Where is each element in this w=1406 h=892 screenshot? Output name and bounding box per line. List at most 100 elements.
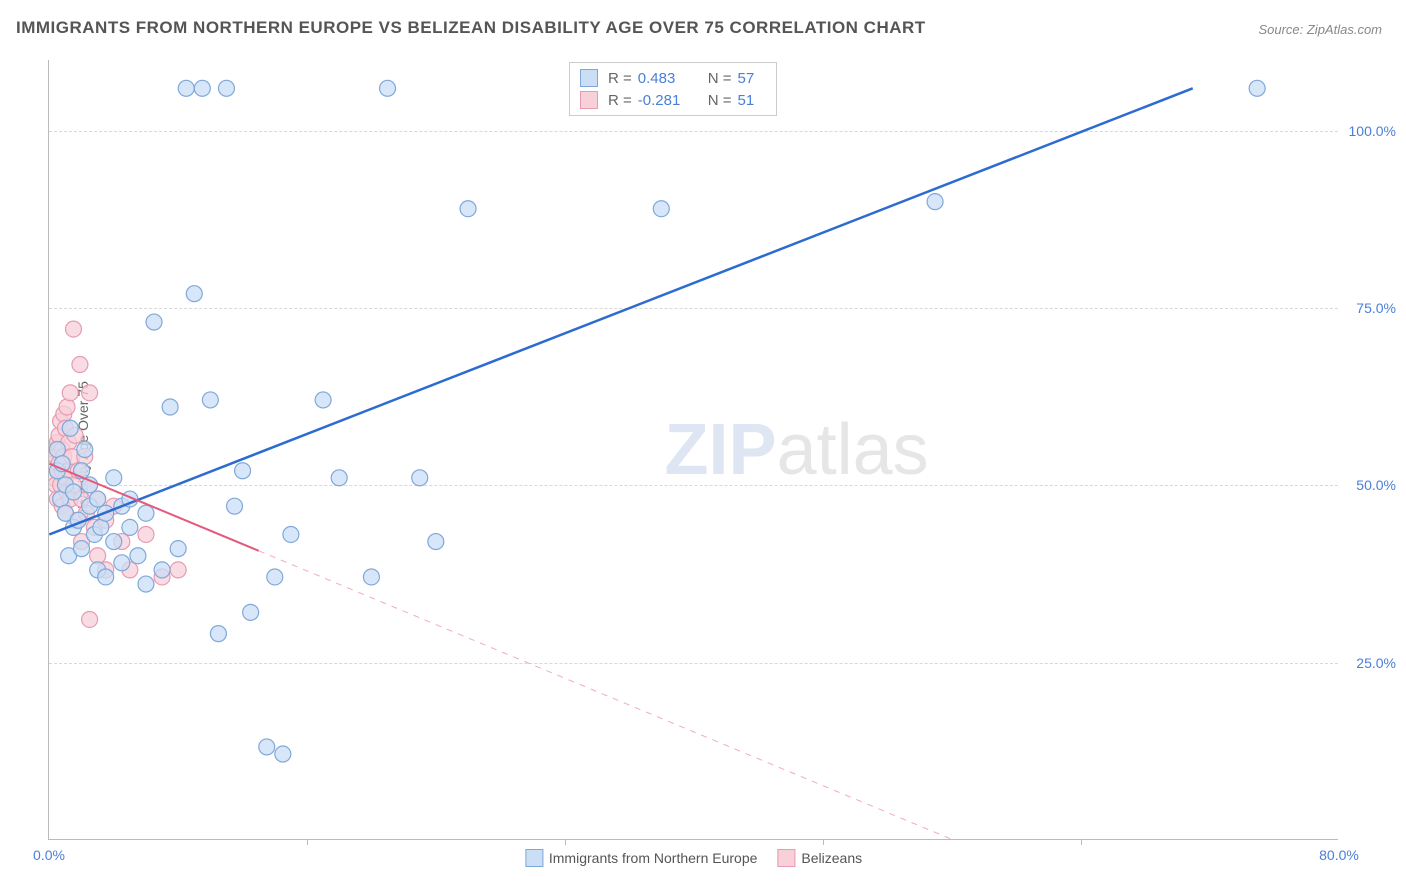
- data-point: [82, 385, 98, 401]
- ytick-label: 50.0%: [1356, 477, 1396, 493]
- regression-line-dashed: [259, 551, 951, 839]
- r-value-blue: 0.483: [638, 70, 694, 87]
- legend-label-blue: Immigrants from Northern Europe: [549, 850, 758, 866]
- data-point: [178, 80, 194, 96]
- legend-item-blue: Immigrants from Northern Europe: [525, 849, 758, 867]
- data-point: [62, 491, 78, 507]
- data-point: [138, 576, 154, 592]
- r-value-pink: -0.281: [638, 92, 694, 109]
- data-point: [51, 456, 67, 472]
- data-point: [90, 491, 106, 507]
- data-point: [428, 534, 444, 550]
- xtick: [823, 839, 824, 845]
- n-label: N =: [708, 92, 732, 109]
- data-point: [51, 427, 67, 443]
- data-point: [154, 569, 170, 585]
- data-point: [106, 470, 122, 486]
- data-point: [218, 80, 234, 96]
- data-point: [243, 604, 259, 620]
- data-point: [331, 470, 347, 486]
- data-point: [74, 463, 90, 479]
- data-point: [363, 569, 379, 585]
- r-label: R =: [608, 92, 632, 109]
- data-point: [72, 357, 88, 373]
- n-value-blue: 57: [738, 70, 766, 87]
- data-point: [54, 463, 70, 479]
- ytick-label: 100.0%: [1349, 123, 1396, 139]
- data-point: [49, 463, 65, 479]
- data-point: [93, 519, 109, 535]
- data-point: [49, 463, 65, 479]
- data-point: [57, 505, 73, 521]
- xtick: [307, 839, 308, 845]
- data-point: [74, 491, 90, 507]
- data-point: [138, 526, 154, 542]
- data-point: [78, 505, 94, 521]
- data-point: [122, 562, 138, 578]
- data-point: [98, 569, 114, 585]
- data-point: [227, 498, 243, 514]
- source-attribution: Source: ZipAtlas.com: [1258, 22, 1382, 37]
- data-point: [53, 413, 69, 429]
- data-point: [49, 434, 65, 450]
- data-point: [194, 80, 210, 96]
- data-point: [57, 470, 73, 486]
- gridline: [49, 131, 1338, 132]
- ytick-label: 25.0%: [1356, 655, 1396, 671]
- legend-row-blue: R = 0.483 N = 57: [580, 67, 766, 89]
- data-point: [62, 420, 78, 436]
- data-point: [210, 626, 226, 642]
- data-point: [122, 491, 138, 507]
- legend-row-pink: R = -0.281 N = 51: [580, 89, 766, 111]
- data-point: [49, 442, 62, 458]
- xtick: [565, 839, 566, 845]
- data-point: [98, 562, 114, 578]
- data-point: [49, 470, 62, 486]
- data-point: [57, 420, 73, 436]
- data-point: [130, 548, 146, 564]
- data-point: [315, 392, 331, 408]
- data-point: [49, 449, 64, 465]
- chart-container: Disability Age Over 75 ZIPatlas R = 0.48…: [48, 60, 1388, 840]
- n-value-pink: 51: [738, 92, 766, 109]
- swatch-pink: [777, 849, 795, 867]
- xtick-label: 80.0%: [1319, 847, 1359, 863]
- data-point: [56, 449, 72, 465]
- data-point: [380, 80, 396, 96]
- regression-line: [49, 464, 258, 551]
- legend-item-pink: Belizeans: [777, 849, 862, 867]
- gridline: [49, 485, 1338, 486]
- data-point: [122, 519, 138, 535]
- data-point: [82, 611, 98, 627]
- data-point: [53, 491, 69, 507]
- data-point: [67, 427, 83, 443]
- data-point: [170, 562, 186, 578]
- data-point: [62, 385, 78, 401]
- data-point: [138, 505, 154, 521]
- data-point: [61, 463, 77, 479]
- data-point: [98, 505, 114, 521]
- data-point: [162, 399, 178, 415]
- data-point: [77, 442, 93, 458]
- data-point: [86, 526, 102, 542]
- data-point: [54, 456, 70, 472]
- data-point: [259, 739, 275, 755]
- plot-svg: [49, 60, 1338, 839]
- data-point: [74, 534, 90, 550]
- data-point: [70, 512, 86, 528]
- data-point: [235, 463, 251, 479]
- series-legend: Immigrants from Northern Europe Belizean…: [525, 849, 862, 867]
- watermark-zip: ZIP: [665, 410, 777, 490]
- legend-label-pink: Belizeans: [801, 850, 862, 866]
- data-point: [114, 498, 130, 514]
- data-point: [653, 201, 669, 217]
- regression-line: [49, 88, 1192, 534]
- data-point: [154, 562, 170, 578]
- data-point: [86, 519, 102, 535]
- ytick-label: 75.0%: [1356, 300, 1396, 316]
- data-point: [90, 562, 106, 578]
- watermark-atlas: atlas: [777, 410, 929, 490]
- data-point: [70, 463, 86, 479]
- data-point: [98, 512, 114, 528]
- swatch-pink: [580, 91, 598, 109]
